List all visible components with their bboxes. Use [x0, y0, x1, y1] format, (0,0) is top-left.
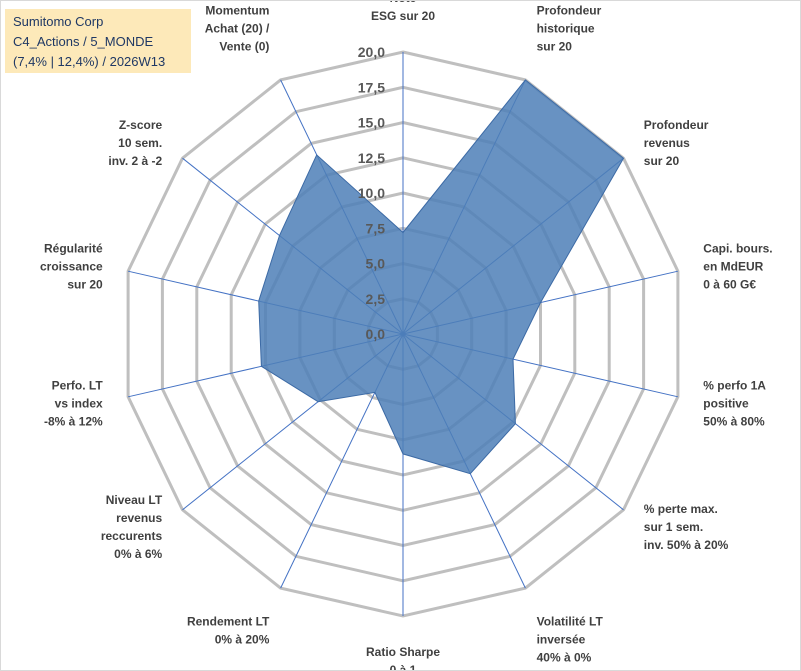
tick-label: 17,5	[358, 79, 385, 95]
axis-label-line: revenus	[116, 511, 162, 525]
axis-label-line: inv. 50% à 20%	[644, 538, 729, 552]
axis-label: Ratio Sharpe 0 à 1	[366, 645, 440, 670]
axis-label-line: sur 20	[67, 278, 103, 292]
chart-title-line: (7,4% | 12,4%) / 2026W13	[13, 54, 166, 69]
axis-label-line: Vente (0)	[219, 40, 269, 54]
radial-tick-labels: 0,0 2,5 5,0 7,5 10,0 12,5 15,0 17,5 20,0	[358, 44, 385, 342]
series-area	[258, 79, 625, 475]
axis-label-line: vs index	[55, 397, 103, 411]
axis-label-line: 0% à 6%	[114, 547, 162, 561]
tick-label: 20,0	[358, 44, 385, 60]
chart-title-line: C4_Actions / 5_MONDE	[13, 34, 154, 49]
tick-label: 2,5	[366, 291, 386, 307]
axis-label-line: Ratio Sharpe	[366, 645, 440, 659]
axis-label-line: sur 1 sem.	[644, 520, 703, 534]
tick-label: 7,5	[366, 220, 386, 236]
axis-label: Volatilité LT inversée 40% à 0%	[537, 615, 604, 665]
axis-label: Niveau LT revenus reccurents 0% à 6%	[101, 493, 163, 561]
axis-label: Rendement LT 0% à 20%	[187, 615, 270, 647]
axis-label: Capi. bours. en MdEUR 0 à 60 G€	[703, 242, 772, 292]
axis-label: Z-score 10 sem. inv. 2 à -2	[108, 118, 162, 168]
axis-label-line: historique	[537, 22, 595, 36]
axis-label-line: 40% à 0%	[537, 651, 592, 665]
axis-label-line: revenus	[644, 136, 690, 150]
axis-label-line: Régularité	[44, 242, 103, 256]
tick-label: 15,0	[358, 115, 385, 131]
axis-label-line: croissance	[40, 260, 103, 274]
axis-label: Profondeur historique sur 20	[537, 4, 602, 54]
axis-label-line: % perte max.	[644, 502, 718, 516]
axis-label-line: Momentum	[205, 4, 269, 18]
axis-label: Régularité croissance sur 20	[40, 242, 103, 292]
axis-label-line: Note	[390, 1, 417, 5]
axis-label: Perfo. LT vs index -8% à 12%	[44, 379, 103, 429]
axis-label-line: sur 20	[644, 154, 680, 168]
axis-label-line: Profondeur	[537, 4, 602, 18]
data-series	[258, 79, 625, 475]
axis-label-line: sur 20	[537, 40, 573, 54]
axis-label-line: Achat (20) /	[205, 22, 270, 36]
axis-label-line: -8% à 12%	[44, 415, 103, 429]
axis-label-line: ESG sur 20	[371, 9, 435, 23]
axis-label-line: en MdEUR	[703, 260, 763, 274]
axis-label-line: 0% à 20%	[215, 633, 270, 647]
axis-label-line: Z-score	[119, 118, 163, 132]
axis-label: Profondeur revenus sur 20	[644, 118, 709, 168]
axis-label-line: inv. 2 à -2	[108, 154, 162, 168]
axis-label-line: Niveau LT	[106, 493, 163, 507]
axis-labels: Note ESG sur 20 Profondeur historique sur 20…	[40, 1, 773, 670]
axis-label-line: Capi. bours.	[703, 242, 772, 256]
axis-label-line: % perfo 1A	[703, 379, 766, 393]
axis-label: Note ESG sur 20	[371, 1, 435, 23]
axis-label-line: Profondeur	[644, 118, 709, 132]
tick-label: 0,0	[366, 326, 386, 342]
chart-title-line: Sumitomo Corp	[13, 14, 104, 29]
axis-label-line: Perfo. LT	[52, 379, 104, 393]
axis-label: Momentum Achat (20) / Vente (0)	[205, 4, 270, 54]
chart-title-box: Sumitomo Corp C4_Actions / 5_MONDE (7,4%…	[5, 9, 191, 73]
axis-label-line: reccurents	[101, 529, 163, 543]
axis-label-line: 0 à 1	[390, 663, 417, 670]
axis-label-line: positive	[703, 397, 749, 411]
axis-label: % perte max. sur 1 sem. inv. 50% à 20%	[644, 502, 729, 552]
tick-label: 10,0	[358, 185, 385, 201]
axis-label-line: inversée	[537, 633, 586, 647]
tick-label: 5,0	[366, 256, 386, 272]
axis-label-line: 0 à 60 G€	[703, 278, 756, 292]
axis-label: % perfo 1A positive 50% à 80%	[703, 379, 766, 429]
axis-label-line: Volatilité LT	[537, 615, 604, 629]
axis-label-line: 50% à 80%	[703, 415, 765, 429]
tick-label: 12,5	[358, 150, 385, 166]
axis-label-line: Rendement LT	[187, 615, 270, 629]
axis-label-line: 10 sem.	[118, 136, 162, 150]
